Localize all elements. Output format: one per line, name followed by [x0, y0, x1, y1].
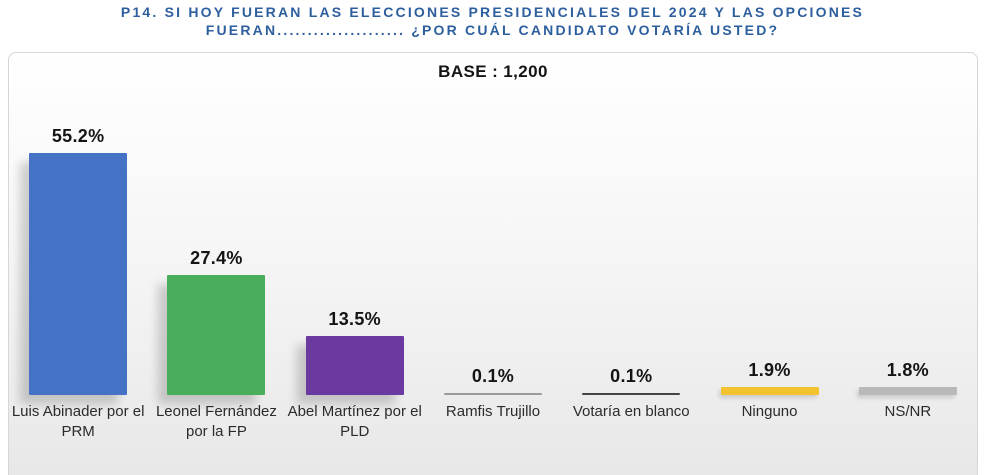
- bar-category-label: Abel Martínez por el PLD: [287, 403, 422, 440]
- category-labels-row: Luis Abinader por el PRM Leonel Fernández p…: [9, 402, 977, 442]
- bar-value-label: 13.5%: [328, 308, 381, 329]
- bar: [858, 387, 957, 395]
- question-title-line1: P14. SI HOY FUERAN LAS ELECCIONES PRESID…: [120, 4, 865, 20]
- bar: [29, 153, 128, 395]
- bar-category-label: Leonel Fernández por la FP: [155, 403, 277, 440]
- question-title-line2: FUERAN..................... ¿POR CUÁL CA…: [205, 22, 780, 38]
- bar-value-label: 1.9%: [748, 359, 791, 380]
- bar: [305, 335, 404, 395]
- bar-value-label: 0.1%: [471, 366, 515, 386]
- bar-value-label: 55.2%: [51, 126, 105, 147]
- chart-panel: BASE : 1,200 55.2% 27.4% 13.5% 0.1% 0.1% 1.9%…: [8, 52, 978, 475]
- bar-column: 1.8%: [839, 360, 977, 395]
- bar-column: 0.1%: [424, 366, 562, 395]
- bar: [720, 386, 819, 395]
- question-title: P14. SI HOY FUERAN LAS ELECCIONES PRESID…: [0, 0, 985, 39]
- bar-category-label: Luis Abinader por el PRM: [11, 403, 145, 440]
- bar-column: 1.9%: [700, 360, 838, 395]
- bar-category-label: Votaría en blanco: [572, 403, 690, 420]
- bar-column: 55.2%: [9, 126, 147, 395]
- bar-value-label: 1.8%: [886, 360, 929, 381]
- bar-category-label: Ramfis Trujillo: [445, 403, 541, 420]
- bar: [443, 393, 542, 395]
- bar-column: 0.1%: [562, 366, 700, 395]
- bar-category-label: NS/NR: [884, 403, 932, 420]
- bar-column: 27.4%: [147, 248, 285, 395]
- bar: [582, 393, 681, 395]
- bars-area: 55.2% 27.4% 13.5% 0.1% 0.1% 1.9% 1.8%: [9, 83, 977, 395]
- bar-value-label: 27.4%: [190, 248, 243, 268]
- bar-column: 13.5%: [286, 309, 424, 395]
- bar-category-label: Ninguno: [741, 403, 798, 420]
- base-label: BASE : 1,200: [438, 62, 548, 81]
- bar-value-label: 0.1%: [610, 366, 653, 386]
- bar: [167, 275, 266, 395]
